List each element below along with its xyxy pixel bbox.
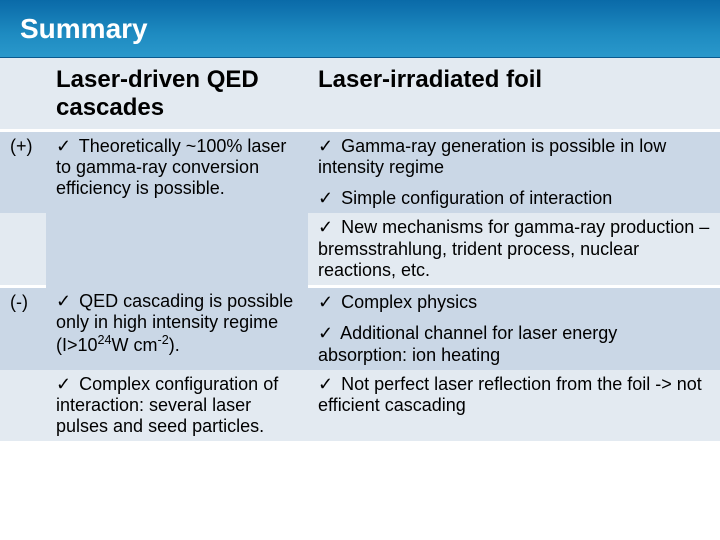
row-minus-1: (-) ✓ QED cascading is possible only in … (0, 287, 720, 370)
check-icon: ✓ (318, 292, 333, 312)
check-icon: ✓ (56, 136, 71, 156)
plus-c2a: Gamma-ray generation is possible in low … (318, 136, 666, 177)
header-col1: Laser-driven QED cascades (46, 58, 308, 130)
plus-col2-b: ✓ New mechanisms for gamma-ray productio… (308, 213, 720, 286)
header-col2: Laser-irradiated foil (308, 58, 720, 130)
header-row: Laser-driven QED cascades Laser-irradiat… (0, 58, 720, 130)
minus-c1b: Complex configuration of interaction: se… (56, 374, 278, 436)
slide: Summary Laser-driven QED cascades Laser-… (0, 0, 720, 540)
minus-c2c: Not perfect laser reflection from the fo… (318, 374, 702, 415)
check-icon: ✓ (318, 217, 333, 237)
plus-c1a: Theoretically ~100% laser to gamma-ray c… (56, 136, 286, 198)
summary-table: Laser-driven QED cascades Laser-irradiat… (0, 58, 720, 441)
minus-c1a-sup2: -2 (158, 333, 169, 347)
minus-c2b: Additional channel for laser energy abso… (318, 323, 617, 364)
check-icon: ✓ (318, 188, 333, 208)
check-icon: ✓ (318, 136, 333, 156)
row-plus-1: (+) ✓ Theoretically ~100% laser to gamma… (0, 130, 720, 213)
blank-cell (0, 370, 46, 442)
minus-c1a-end: ). (169, 335, 180, 355)
sign-plus: (+) (0, 130, 46, 213)
plus-c2c: New mechanisms for gamma-ray production … (318, 217, 709, 279)
check-icon: ✓ (56, 374, 71, 394)
minus-c1a-post: W cm (112, 335, 158, 355)
minus-col1-b: ✓ Complex configuration of interaction: … (46, 370, 308, 442)
plus-col2-a: ✓ Gamma-ray generation is possible in lo… (308, 130, 720, 213)
header-blank (0, 58, 46, 130)
sign-minus: (-) (0, 287, 46, 370)
blank-cell (0, 213, 46, 286)
check-icon: ✓ (318, 374, 333, 394)
row-minus-2: ✓ Complex configuration of interaction: … (0, 370, 720, 442)
minus-c1a-sup: 24 (98, 333, 112, 347)
minus-c2a: Complex physics (336, 292, 477, 312)
minus-col2-b: ✓ Not perfect laser reflection from the … (308, 370, 720, 442)
slide-title: Summary (20, 13, 148, 45)
minus-col2-a: ✓ Complex physics ✓ Additional channel f… (308, 287, 720, 370)
check-icon: ✓ (318, 323, 333, 343)
check-icon: ✓ (56, 291, 71, 311)
minus-col1-a: ✓ QED cascading is possible only in high… (46, 287, 308, 370)
title-band: Summary (0, 0, 720, 58)
plus-col1: ✓ Theoretically ~100% laser to gamma-ray… (46, 130, 308, 286)
plus-c2b: Simple configuration of interaction (336, 188, 612, 208)
